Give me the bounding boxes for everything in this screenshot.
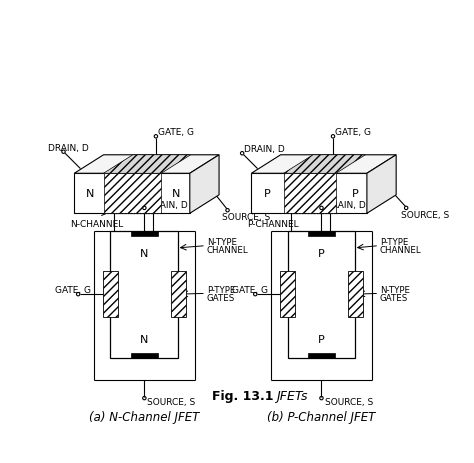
Bar bbox=[103, 271, 118, 318]
Bar bbox=[110, 232, 178, 358]
Text: N-TYPE: N-TYPE bbox=[380, 285, 410, 294]
Polygon shape bbox=[103, 174, 161, 214]
Text: DRAIN, D: DRAIN, D bbox=[325, 201, 365, 210]
Polygon shape bbox=[251, 174, 367, 214]
Text: P: P bbox=[318, 334, 325, 344]
Text: JFETs: JFETs bbox=[276, 388, 308, 401]
Text: P: P bbox=[352, 189, 359, 199]
Text: P-TYPE: P-TYPE bbox=[207, 285, 235, 294]
Text: N: N bbox=[140, 334, 148, 344]
Polygon shape bbox=[190, 156, 219, 214]
Text: N: N bbox=[140, 248, 148, 258]
Bar bbox=[171, 271, 186, 318]
Bar bbox=[130, 232, 158, 237]
Bar bbox=[288, 232, 356, 358]
Text: N-TYPE: N-TYPE bbox=[207, 238, 237, 247]
Polygon shape bbox=[114, 214, 153, 249]
Text: N: N bbox=[172, 189, 180, 199]
Text: DRAIN, D: DRAIN, D bbox=[147, 201, 188, 210]
Polygon shape bbox=[292, 214, 330, 249]
Polygon shape bbox=[103, 156, 191, 174]
Polygon shape bbox=[284, 174, 336, 214]
Text: CHANNEL: CHANNEL bbox=[207, 245, 248, 255]
Text: (a) N-Channel JFET: (a) N-Channel JFET bbox=[89, 410, 200, 423]
Text: GATE, G: GATE, G bbox=[55, 285, 91, 294]
Polygon shape bbox=[74, 174, 190, 214]
Text: DRAIN, D: DRAIN, D bbox=[244, 145, 284, 154]
Polygon shape bbox=[251, 156, 396, 174]
Text: CHANNEL: CHANNEL bbox=[380, 245, 421, 255]
Text: P-TYPE: P-TYPE bbox=[380, 238, 409, 247]
Polygon shape bbox=[367, 156, 396, 214]
Text: P: P bbox=[128, 189, 136, 199]
Text: P: P bbox=[175, 290, 181, 299]
Text: N: N bbox=[284, 290, 291, 299]
Text: N-CHANNEL: N-CHANNEL bbox=[71, 220, 124, 229]
Text: Fig. 13.1: Fig. 13.1 bbox=[212, 388, 273, 401]
Polygon shape bbox=[74, 156, 219, 174]
Text: SOURCE, S: SOURCE, S bbox=[222, 213, 270, 221]
Text: P: P bbox=[108, 290, 113, 299]
Text: N: N bbox=[352, 290, 359, 299]
Text: N: N bbox=[306, 189, 314, 199]
Text: GATES: GATES bbox=[380, 293, 408, 302]
Text: P: P bbox=[318, 248, 325, 258]
Bar bbox=[280, 271, 295, 318]
Text: (b) P-Channel JFET: (b) P-Channel JFET bbox=[267, 410, 375, 423]
Bar bbox=[308, 232, 335, 237]
Text: N: N bbox=[85, 189, 94, 199]
Text: SOURCE, S: SOURCE, S bbox=[401, 210, 449, 219]
Text: GATE, G: GATE, G bbox=[158, 128, 194, 137]
Text: DRAIN, D: DRAIN, D bbox=[48, 143, 89, 152]
Text: SOURCE, S: SOURCE, S bbox=[325, 397, 373, 406]
Bar bbox=[308, 353, 335, 358]
Text: GATE, G: GATE, G bbox=[232, 285, 268, 294]
Polygon shape bbox=[284, 156, 365, 174]
Text: P: P bbox=[264, 189, 270, 199]
Text: GATE, G: GATE, G bbox=[335, 128, 371, 137]
Bar bbox=[130, 353, 158, 358]
Text: P-CHANNEL: P-CHANNEL bbox=[247, 220, 299, 229]
Text: GATES: GATES bbox=[207, 293, 235, 302]
Bar bbox=[347, 271, 363, 318]
Text: SOURCE, S: SOURCE, S bbox=[147, 397, 196, 406]
